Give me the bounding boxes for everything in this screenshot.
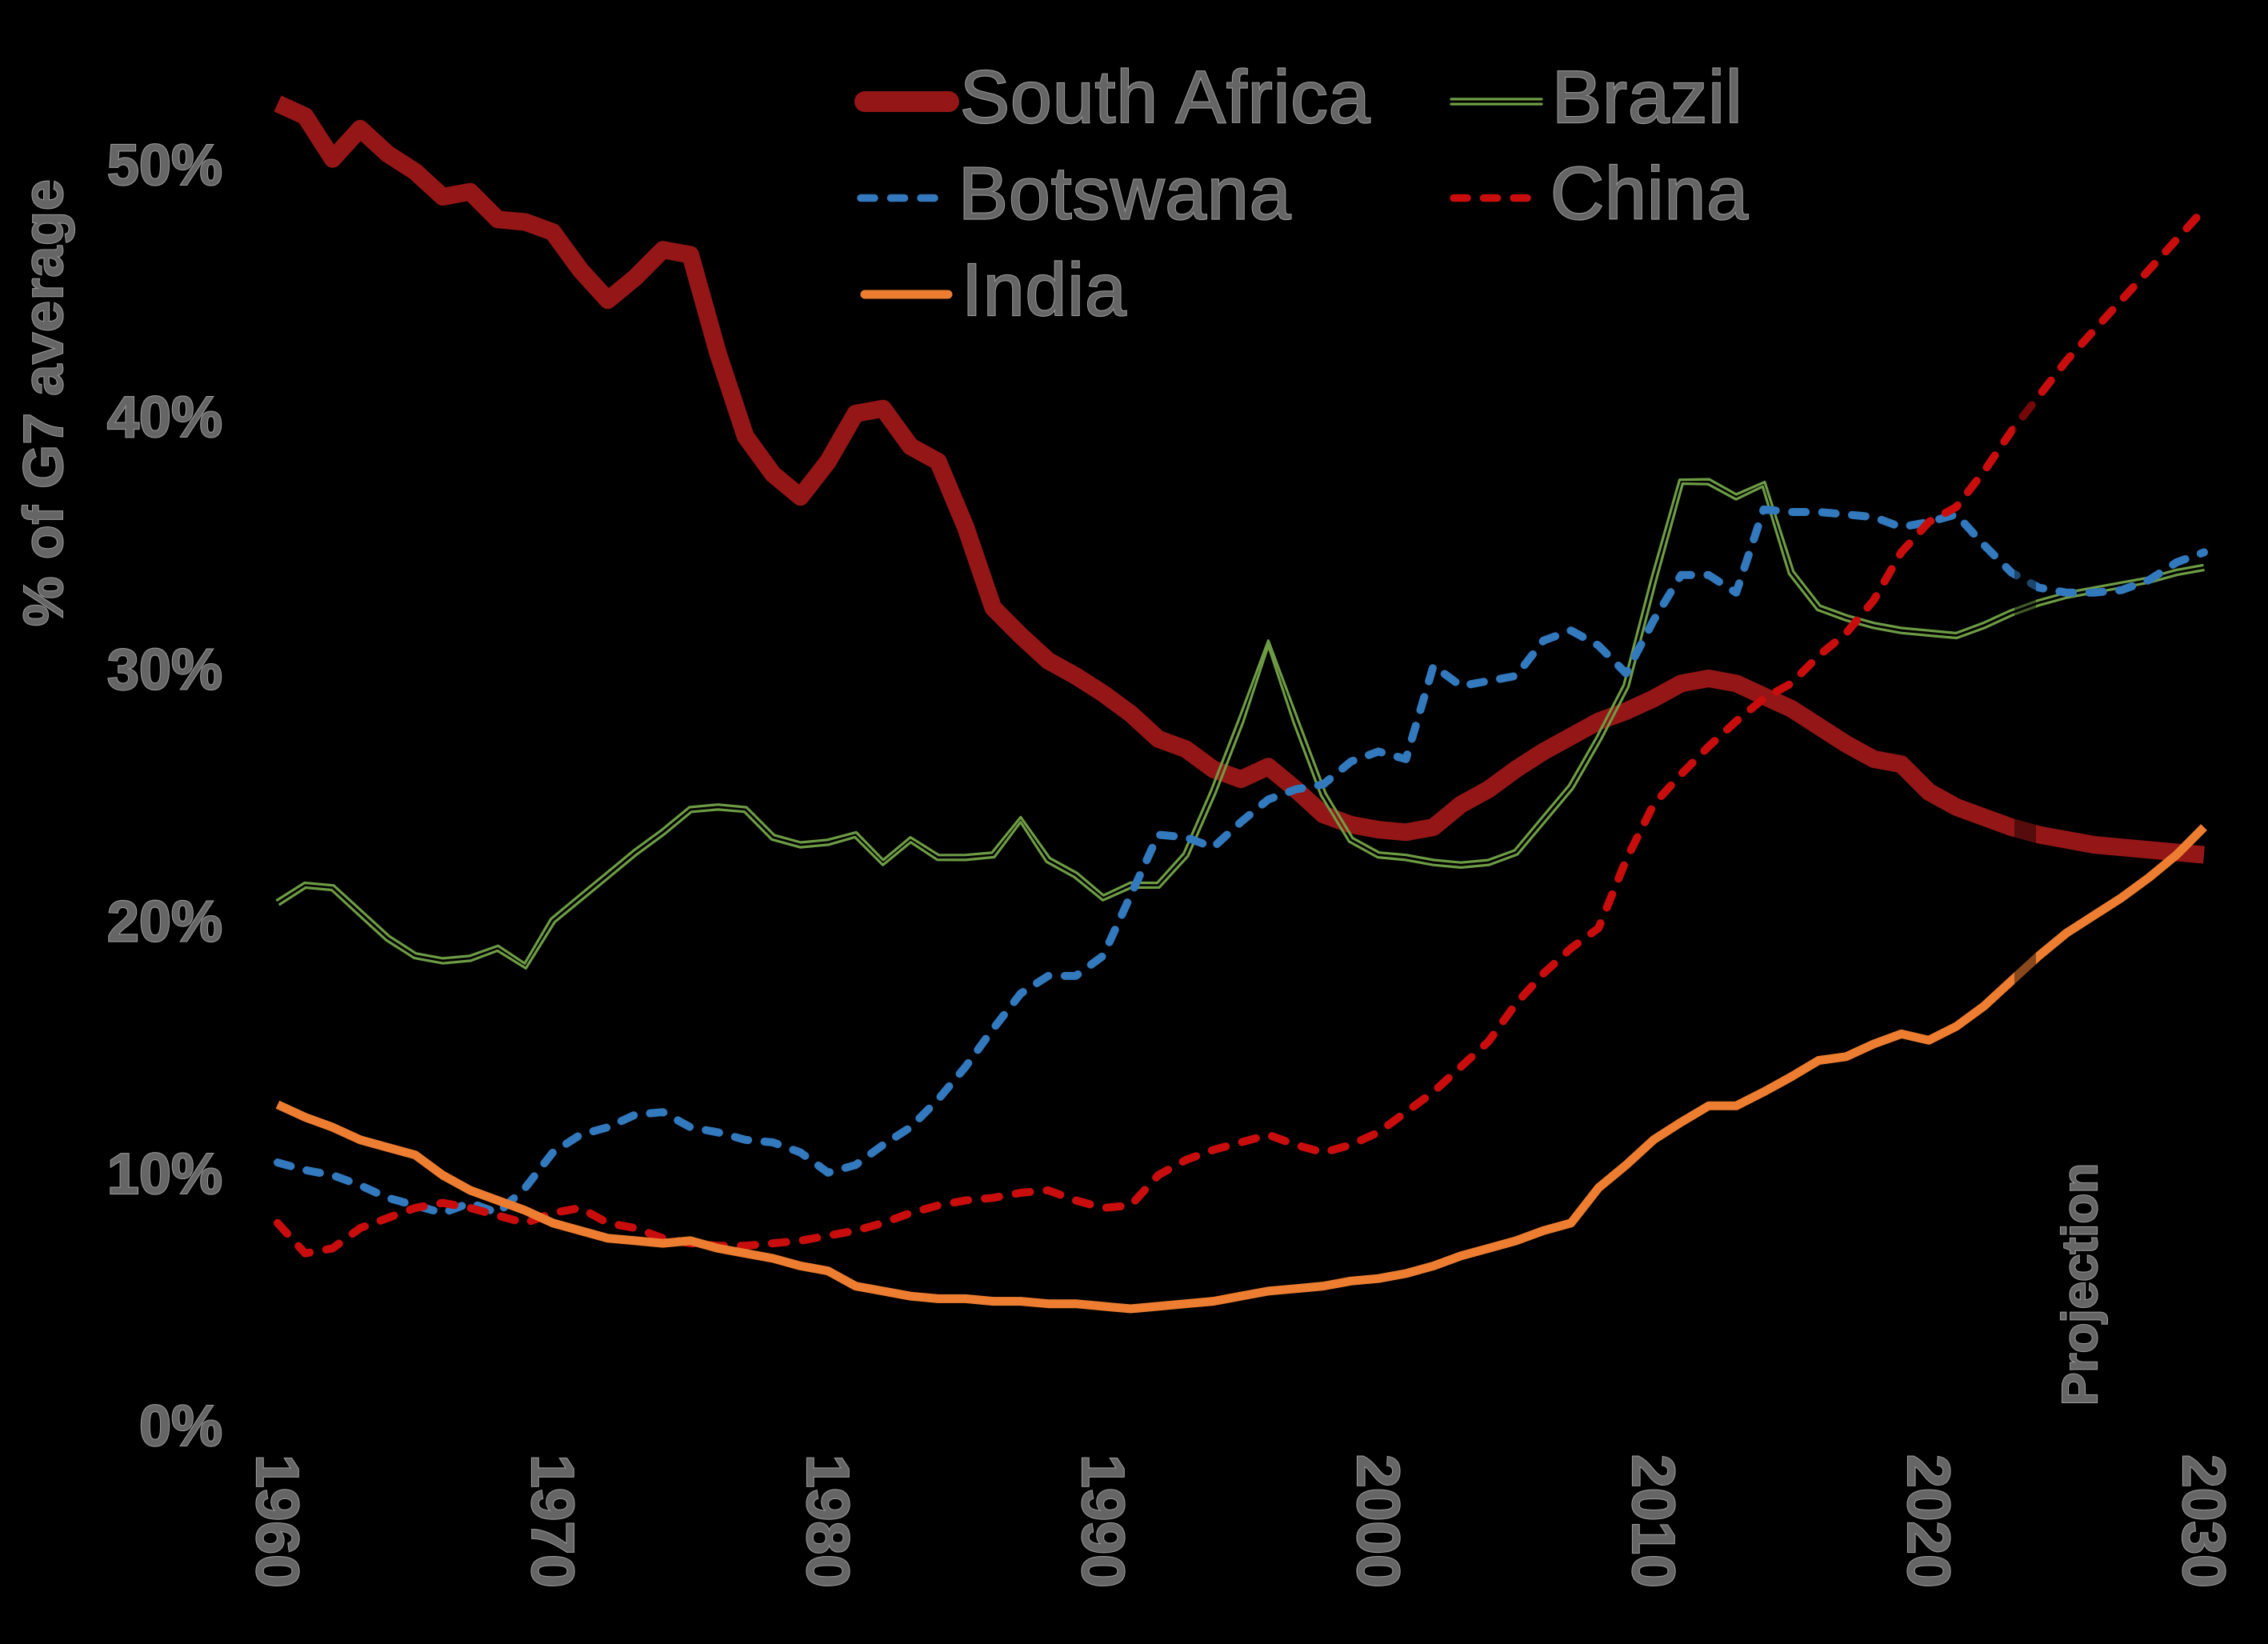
svg-text:10%: 10% xyxy=(107,1142,222,1206)
svg-text:India: India xyxy=(962,248,1127,331)
svg-text:China: China xyxy=(1550,152,1749,235)
svg-text:1980: 1980 xyxy=(794,1454,862,1588)
svg-text:% of G7 average: % of G7 average xyxy=(12,178,74,626)
svg-text:2030: 2030 xyxy=(2170,1454,2238,1588)
svg-text:South Africa: South Africa xyxy=(960,55,1370,138)
svg-text:2000: 2000 xyxy=(1345,1454,1412,1588)
svg-text:2020: 2020 xyxy=(1895,1454,1962,1588)
svg-text:20%: 20% xyxy=(107,890,222,954)
svg-text:Projection: Projection xyxy=(2053,1163,2108,1406)
svg-text:1970: 1970 xyxy=(519,1454,586,1588)
svg-text:1960: 1960 xyxy=(244,1454,311,1588)
svg-text:50%: 50% xyxy=(107,134,222,198)
svg-text:2010: 2010 xyxy=(1620,1454,1687,1588)
svg-text:0%: 0% xyxy=(139,1394,222,1458)
svg-text:Brazil: Brazil xyxy=(1552,55,1743,138)
svg-text:40%: 40% xyxy=(107,386,222,450)
svg-text:30%: 30% xyxy=(107,638,222,702)
svg-text:Botswana: Botswana xyxy=(958,152,1291,235)
svg-text:1990: 1990 xyxy=(1070,1454,1137,1588)
